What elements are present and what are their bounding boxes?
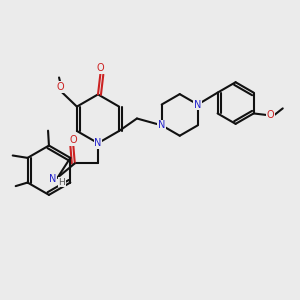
Text: O: O bbox=[97, 63, 104, 73]
Text: O: O bbox=[70, 135, 77, 145]
Text: N: N bbox=[194, 100, 201, 110]
Text: N: N bbox=[158, 120, 165, 130]
Text: O: O bbox=[56, 82, 64, 92]
Text: H: H bbox=[58, 178, 65, 187]
Text: N: N bbox=[94, 138, 102, 148]
Text: O: O bbox=[266, 110, 274, 120]
Text: N: N bbox=[50, 173, 57, 184]
